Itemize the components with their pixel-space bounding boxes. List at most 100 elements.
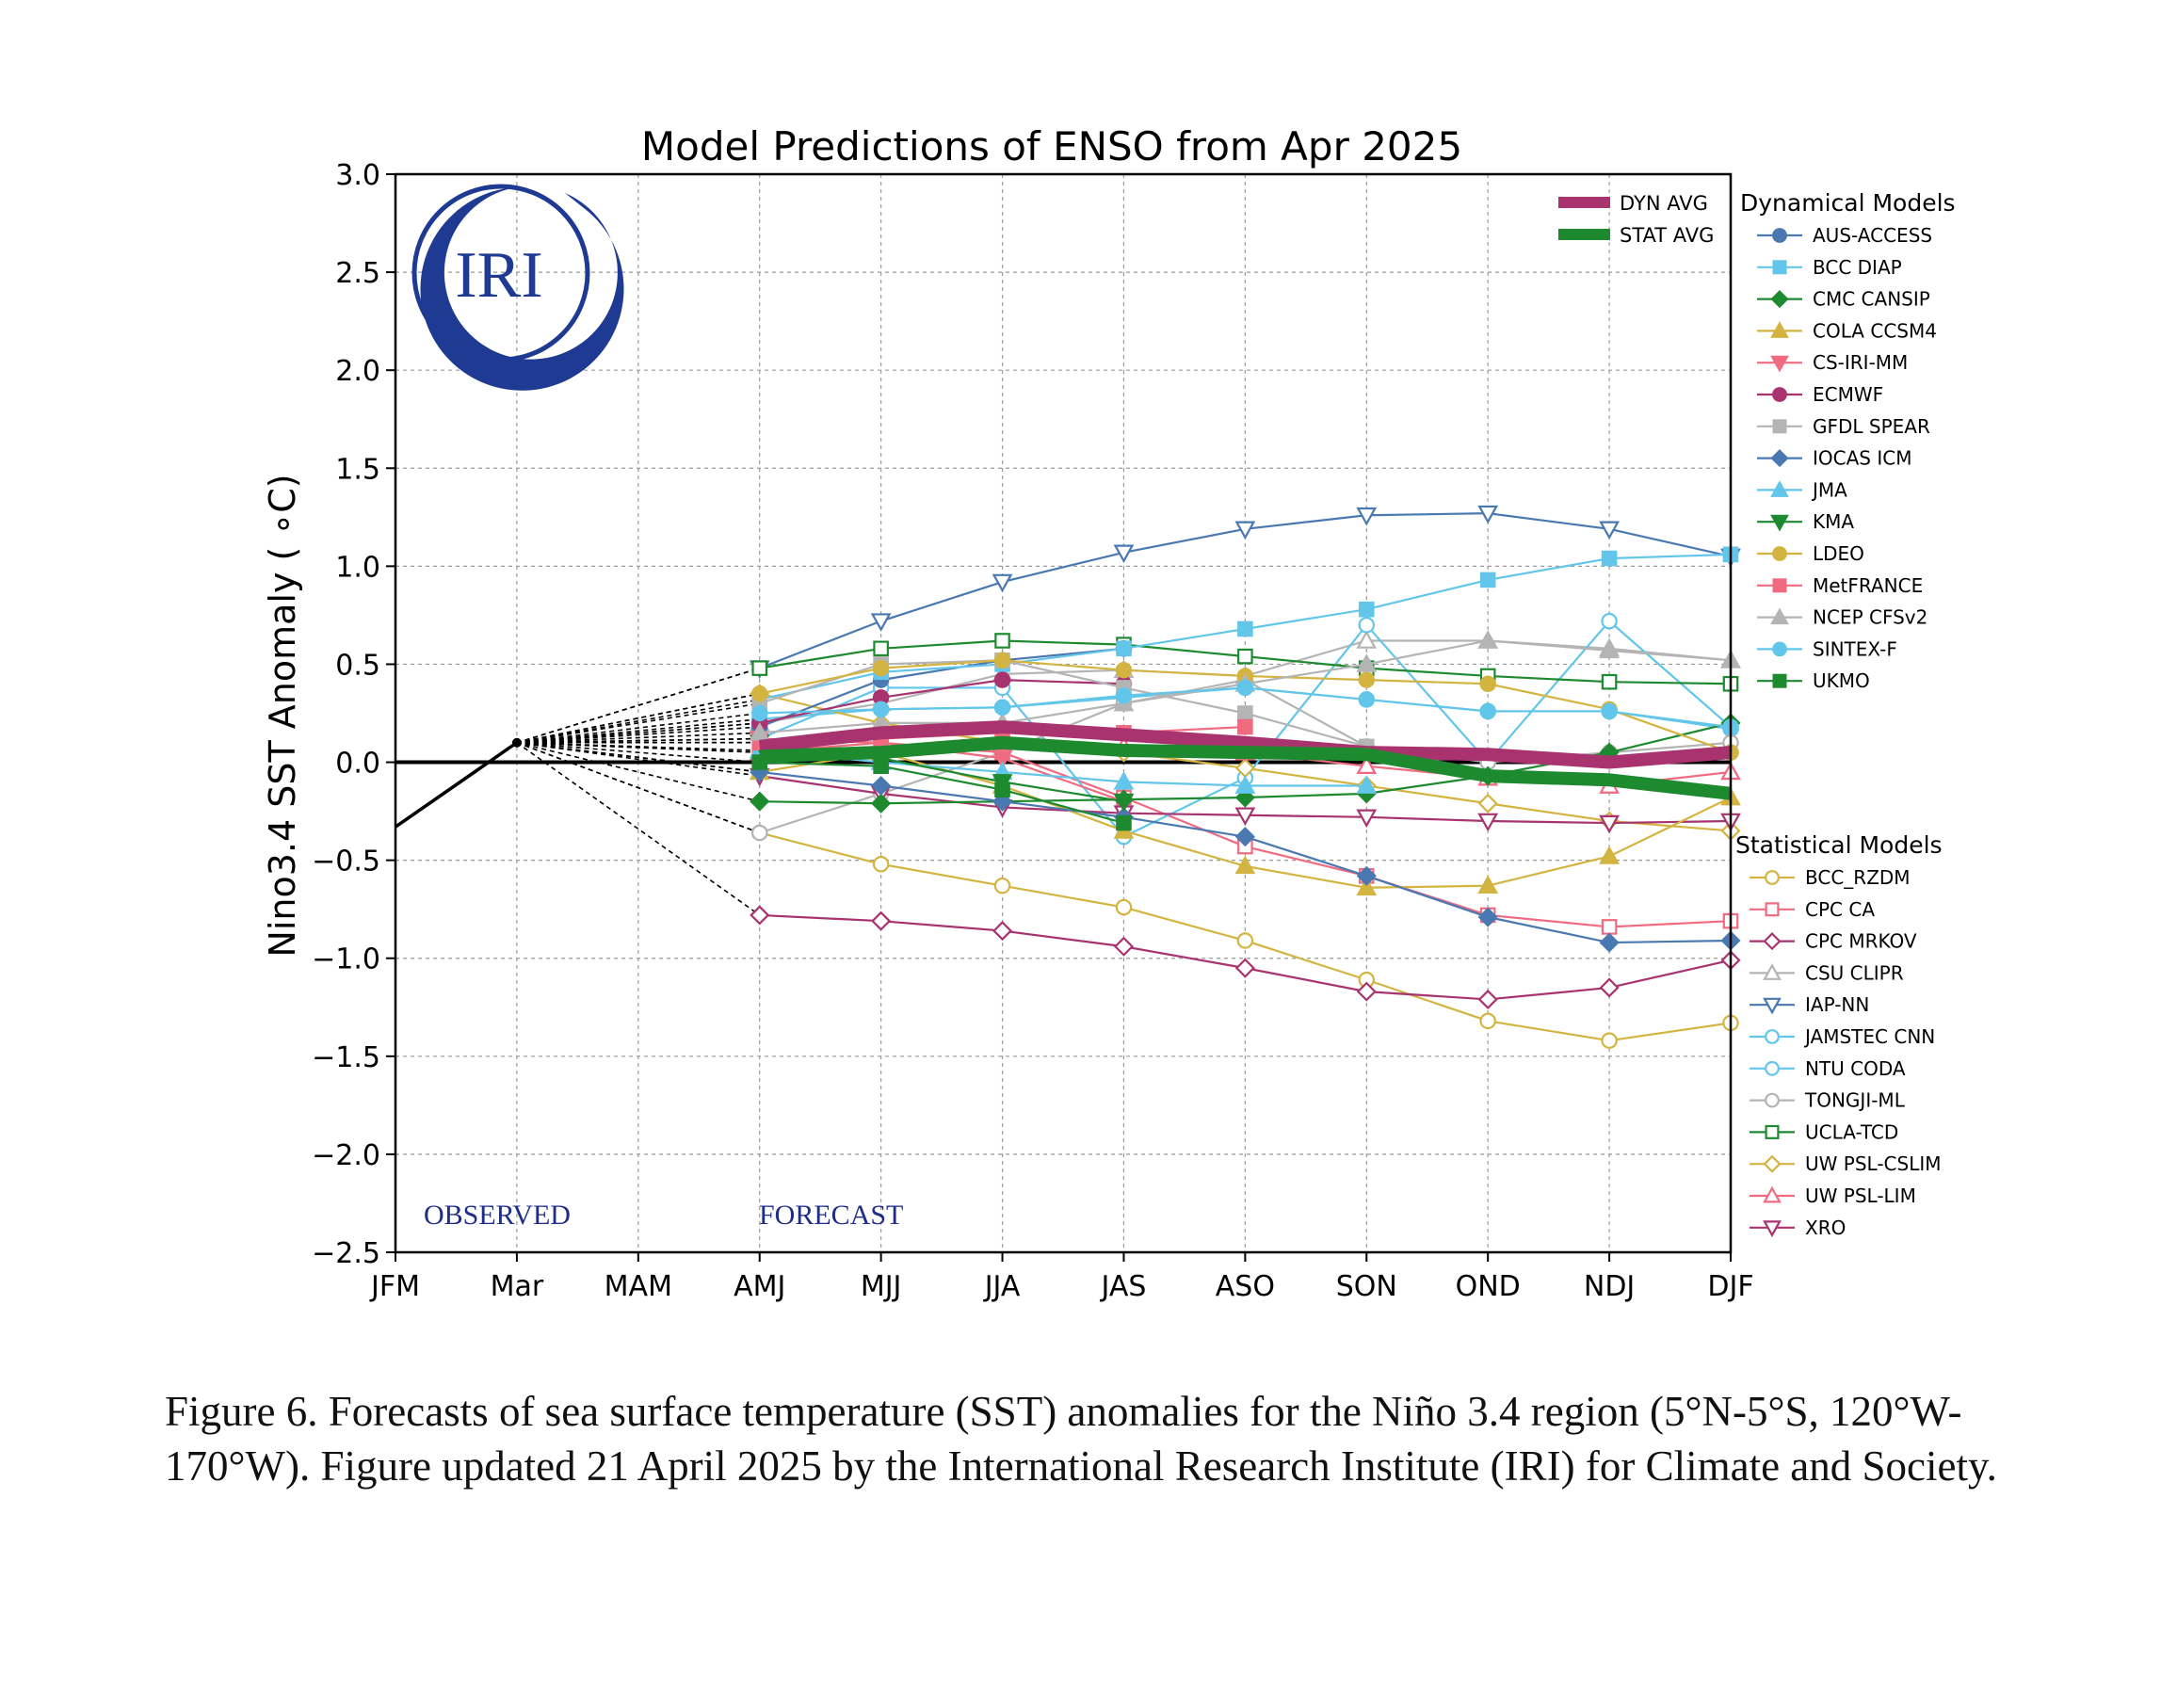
forecast-fan-line bbox=[516, 742, 761, 916]
legend-dyn-label: COLA CCSM4 bbox=[1813, 319, 1937, 342]
data-point-iocas-icm bbox=[1477, 907, 1498, 927]
forecast-start-point bbox=[511, 737, 522, 748]
x-tick-label: AMJ bbox=[734, 1270, 785, 1303]
y-tick-label: 1.0 bbox=[335, 551, 380, 584]
data-point-bcc-diap bbox=[1479, 572, 1496, 588]
data-point-metfrance bbox=[1237, 718, 1253, 735]
data-point-ldeo bbox=[872, 659, 890, 677]
forecast-fan-line bbox=[516, 741, 760, 753]
forecast-label: FORECAST bbox=[759, 1200, 903, 1231]
data-point-iap-nn bbox=[992, 573, 1013, 593]
y-tick-label: 1.5 bbox=[335, 453, 380, 486]
forecast-fan-line bbox=[516, 741, 761, 834]
x-tick-label: DJF bbox=[1707, 1270, 1753, 1303]
data-point-ldeo bbox=[1479, 675, 1496, 693]
data-point-uw-psl-lim bbox=[1356, 755, 1378, 775]
data-point-sintex-f bbox=[1479, 702, 1496, 720]
legend-dyn-marker bbox=[1772, 673, 1787, 688]
data-point-cpc-mrkov bbox=[1356, 981, 1377, 1002]
legend-stat-marker bbox=[1763, 1185, 1782, 1203]
legend-dyn-marker bbox=[1770, 480, 1789, 497]
y-tick-label: −1.5 bbox=[312, 1041, 380, 1074]
legend-dyn-label: BCC DIAP bbox=[1813, 256, 1902, 279]
legend-stat-marker bbox=[1765, 870, 1780, 885]
data-point-iocas-icm bbox=[1356, 865, 1377, 886]
data-point-kma bbox=[1113, 793, 1135, 813]
legend-dyn-label: GFDL SPEAR bbox=[1813, 415, 1930, 438]
legend-stat-marker bbox=[1763, 1154, 1782, 1173]
legend-stat-label: JAMSTEC CNN bbox=[1803, 1025, 1935, 1048]
iri-logo: IRI bbox=[411, 184, 624, 391]
y-tick-label: 0.0 bbox=[335, 748, 380, 781]
y-axis-label: Nino3.4 SST Anomaly ( ∘C) bbox=[262, 474, 303, 957]
data-point-cpc-mrkov bbox=[992, 921, 1013, 942]
x-tick-label: Mar bbox=[491, 1270, 544, 1303]
legend-dyn-marker bbox=[1772, 387, 1787, 402]
legend-dyn-marker bbox=[1770, 449, 1789, 468]
legend-avg-label: STAT AVG bbox=[1620, 224, 1714, 247]
data-point-bcc-rzdm bbox=[1236, 932, 1254, 949]
data-point-ucla-tcd bbox=[994, 633, 1010, 649]
legend-dyn-marker bbox=[1770, 290, 1789, 309]
data-point-bcc-rzdm bbox=[1479, 1012, 1496, 1030]
legend-dyn-label: ECMWF bbox=[1813, 383, 1883, 406]
forecast-fan-line bbox=[516, 732, 760, 744]
y-tick-label: −0.5 bbox=[312, 846, 380, 878]
axes-layer: 3.0 2.5 2.0 1.5 1.0 0.5 0.0 −0.5 −1.0 −1.5 −2.0 −2.… bbox=[312, 159, 1753, 1303]
legend-dyn-marker bbox=[1772, 228, 1787, 243]
legend-dyn-label: SINTEX-F bbox=[1813, 637, 1897, 660]
data-point-sintex-f bbox=[1236, 679, 1254, 697]
legend-dyn-marker bbox=[1770, 514, 1789, 532]
legend-stat-marker bbox=[1765, 1124, 1780, 1139]
observed-line bbox=[395, 741, 518, 829]
data-point-jma bbox=[1356, 775, 1378, 794]
legend-stat-label: BCC_RZDM bbox=[1805, 866, 1911, 889]
data-point-ldeo bbox=[750, 685, 768, 702]
figure-caption: Figure 6. Forecasts of sea surface tempe… bbox=[165, 1388, 1997, 1490]
legend-stat-label: CSU CLIPR bbox=[1805, 961, 1904, 984]
legend-dyn-label: NCEP CFSv2 bbox=[1813, 606, 1927, 629]
legend-dyn-label: JMA bbox=[1811, 478, 1847, 501]
y-tick-label: 0.5 bbox=[335, 649, 380, 682]
legend-dyn-label: KMA bbox=[1813, 510, 1854, 533]
legend-stat-label: UW PSL-CSLIM bbox=[1805, 1152, 1942, 1175]
y-tick-label: −2.5 bbox=[312, 1237, 380, 1270]
data-point-gfdl-spear bbox=[1237, 705, 1253, 721]
data-point-xro bbox=[1477, 813, 1499, 832]
data-point-sintex-f bbox=[1358, 691, 1376, 708]
data-point-iap-nn bbox=[1113, 544, 1135, 564]
data-point-xro bbox=[1599, 814, 1620, 834]
data-point-ncep-cfsv2 bbox=[749, 722, 770, 741]
data-point-cmc-cansip bbox=[750, 791, 770, 812]
legend-stat-marker bbox=[1765, 1092, 1780, 1108]
data-point-bcc-rzdm bbox=[993, 877, 1011, 894]
legend-stat-label: XRO bbox=[1805, 1217, 1846, 1239]
data-point-csu-clipr bbox=[1356, 630, 1378, 649]
data-point-ldeo bbox=[1115, 661, 1133, 679]
data-point-sintex-f bbox=[1115, 687, 1133, 704]
data-point-ncep-cfsv2 bbox=[1477, 630, 1499, 649]
data-point-iocas-icm bbox=[1599, 932, 1620, 953]
legend-dyn-label: UKMO bbox=[1813, 669, 1870, 692]
data-point-jamstec-cnn bbox=[1358, 617, 1376, 634]
y-tick-label: 2.0 bbox=[335, 355, 380, 388]
y-tick-label: −1.0 bbox=[312, 943, 380, 976]
data-point-ukmo bbox=[1116, 814, 1132, 831]
y-tick-label: 3.0 bbox=[335, 159, 380, 192]
data-point-xro bbox=[1234, 807, 1256, 827]
x-tick-label: MAM bbox=[605, 1270, 672, 1303]
data-point-xro bbox=[1356, 809, 1378, 829]
x-tick-label: MJJ bbox=[861, 1270, 902, 1303]
legend-dyn-marker bbox=[1772, 419, 1787, 434]
data-point-jamstec-cnn bbox=[1601, 612, 1618, 630]
data-point-iap-nn bbox=[1477, 505, 1499, 524]
data-point-sintex-f bbox=[750, 704, 768, 722]
data-point-jma bbox=[1113, 771, 1135, 790]
x-tick-label: SON bbox=[1336, 1270, 1397, 1303]
data-point-ncep-cfsv2 bbox=[1356, 653, 1378, 672]
data-point-iap-nn bbox=[1356, 507, 1378, 526]
data-point-ncep-cfsv2 bbox=[1599, 639, 1620, 659]
data-point-sintex-f bbox=[1601, 702, 1618, 720]
forecast-fan-line bbox=[516, 741, 760, 777]
